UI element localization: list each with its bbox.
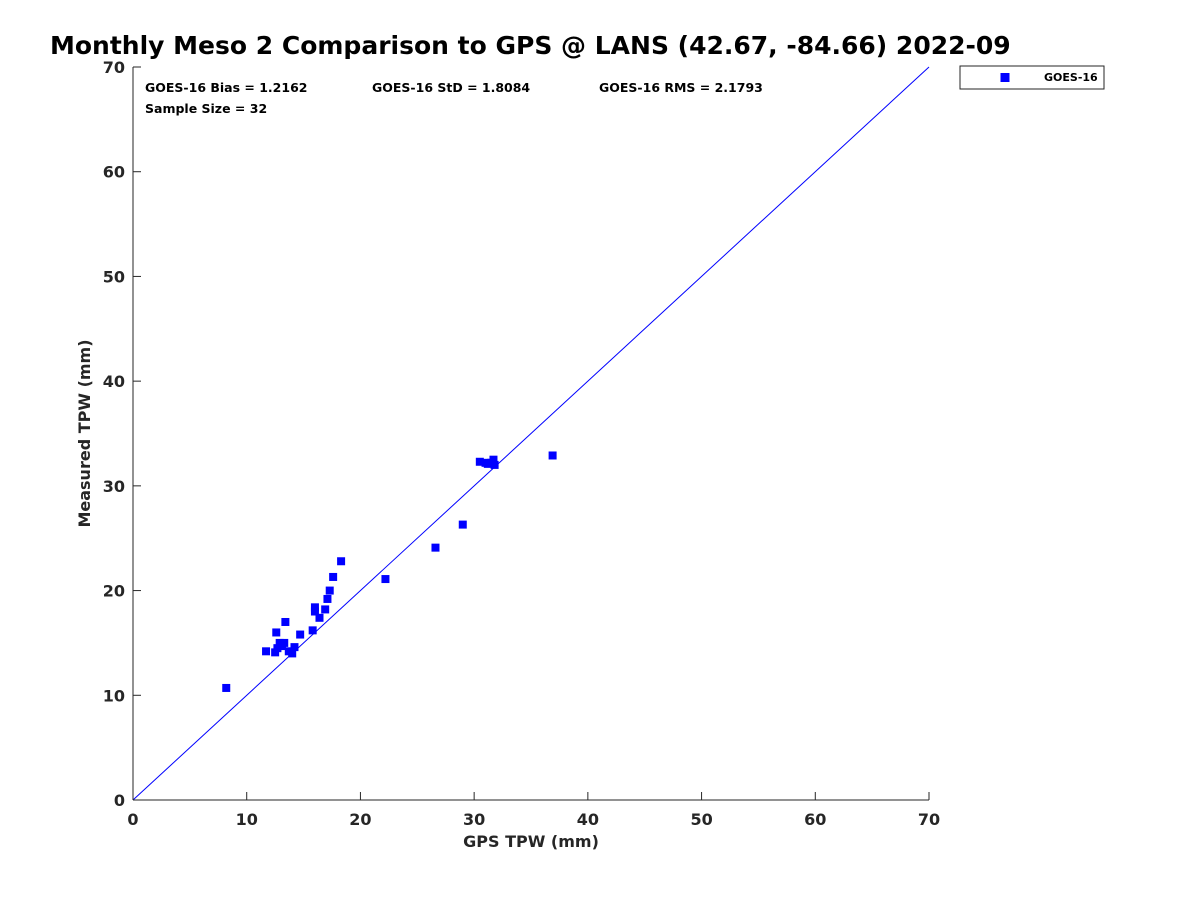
data-point (281, 617, 290, 626)
x-tick-label: 20 (349, 810, 371, 829)
data-point (489, 455, 498, 464)
sample-size-annotation: Sample Size = 32 (145, 101, 267, 116)
data-point (290, 643, 299, 652)
data-point (458, 520, 467, 529)
reference-line-layer (132, 66, 930, 801)
bias-annotation: GOES-16 Bias = 1.2162 (145, 80, 307, 95)
legend-entry-goes16: GOES-16 (1044, 71, 1098, 84)
one-to-one-line (132, 66, 930, 801)
data-point (431, 543, 440, 552)
x-tick-label: 50 (690, 810, 712, 829)
data-point (271, 648, 280, 657)
data-points-layer (222, 451, 557, 692)
data-point (321, 605, 330, 614)
y-axis-label: Measured TPW (mm) (75, 339, 94, 527)
data-point (337, 557, 346, 566)
y-tick-label: 60 (103, 163, 125, 182)
x-tick-label: 10 (236, 810, 258, 829)
data-point (310, 607, 319, 616)
data-point (329, 572, 338, 581)
data-point (310, 603, 319, 612)
data-point (548, 451, 557, 460)
y-tick-label: 10 (103, 686, 125, 705)
x-tick-label: 40 (577, 810, 599, 829)
data-point (262, 647, 271, 656)
data-point (325, 586, 334, 595)
y-tick-label: 50 (103, 267, 125, 286)
x-tick-label: 60 (804, 810, 826, 829)
y-tick-label: 40 (103, 372, 125, 391)
data-point (308, 626, 317, 635)
x-tick-label: 70 (918, 810, 940, 829)
y-tick-label: 30 (103, 477, 125, 496)
data-point (323, 594, 332, 603)
legend-marker-square (1000, 73, 1010, 82)
y-tick-label: 70 (103, 58, 125, 77)
rms-annotation: GOES-16 RMS = 2.1793 (599, 80, 763, 95)
y-ticks: 0 10 20 30 40 50 60 70 (103, 58, 141, 810)
data-point (381, 575, 390, 584)
std-annotation: GOES-16 StD = 1.8084 (372, 80, 530, 95)
x-axis-label: GPS TPW (mm) (463, 832, 599, 851)
y-tick-label: 0 (114, 791, 125, 810)
data-point (222, 683, 231, 692)
y-tick-label: 20 (103, 582, 125, 601)
data-point (315, 613, 324, 622)
legend-box (959, 65, 1105, 90)
legend: GOES-16 (959, 65, 1105, 90)
data-point (272, 628, 281, 637)
data-point (280, 638, 289, 647)
data-point (490, 460, 499, 469)
x-tick-label: 30 (463, 810, 485, 829)
x-ticks: 0 10 20 30 40 50 60 70 (127, 792, 940, 829)
data-point (273, 644, 282, 653)
x-tick-label: 0 (127, 810, 138, 829)
data-point (475, 457, 484, 466)
data-point (288, 649, 297, 658)
data-point (296, 630, 305, 639)
chart-title: Monthly Meso 2 Comparison to GPS @ LANS … (50, 31, 1011, 60)
